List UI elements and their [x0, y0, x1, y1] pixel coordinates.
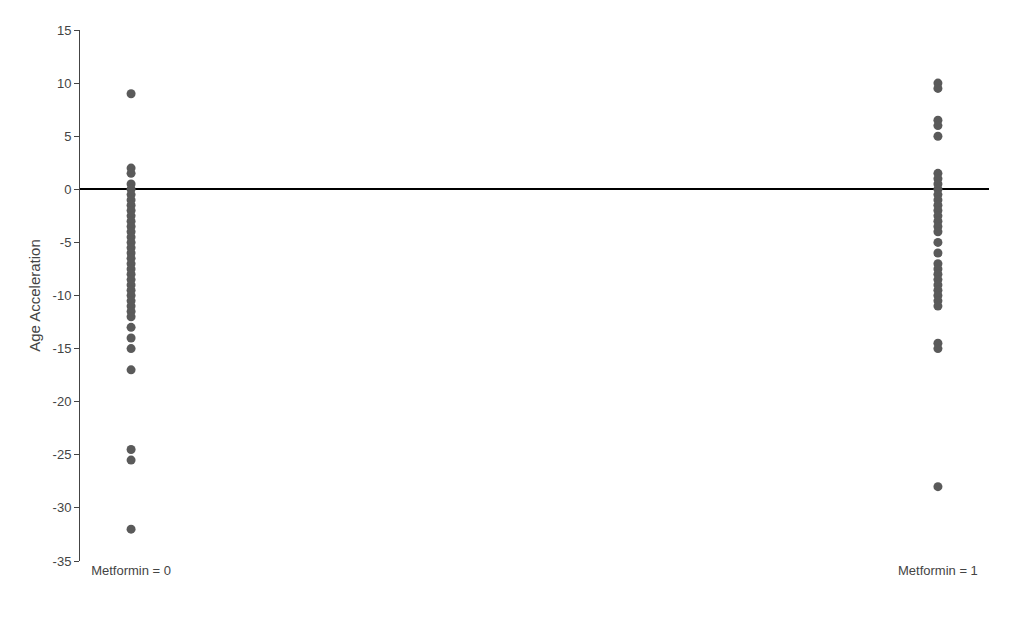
- svg-text:5: 5: [64, 129, 71, 144]
- svg-text:-5: -5: [60, 235, 72, 250]
- svg-text:-15: -15: [53, 341, 72, 356]
- svg-text:Age Acceleration: Age Acceleration: [26, 239, 43, 352]
- svg-text:-30: -30: [53, 500, 72, 515]
- svg-text:-10: -10: [53, 288, 72, 303]
- svg-text:-25: -25: [53, 447, 72, 462]
- svg-text:15: 15: [57, 23, 71, 38]
- svg-text:-35: -35: [53, 554, 72, 569]
- svg-text:-20: -20: [53, 394, 72, 409]
- svg-text:Metformin = 1: Metformin = 1: [898, 563, 978, 578]
- svg-text:0: 0: [64, 182, 71, 197]
- svg-text:Metformin = 0: Metformin = 0: [91, 563, 171, 578]
- svg-text:10: 10: [57, 76, 71, 91]
